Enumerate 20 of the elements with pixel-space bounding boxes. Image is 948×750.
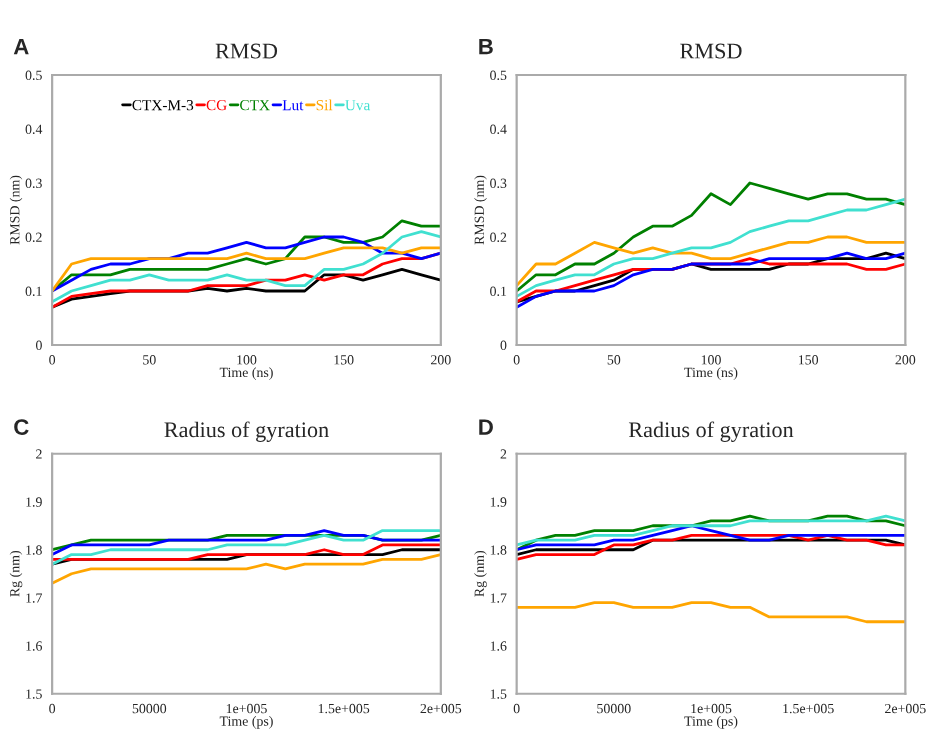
line-series [516,524,906,552]
chart-title: Radius of gyration [628,421,794,442]
line-series [516,197,906,298]
line-series [516,533,906,561]
chart-title: Radius of gyration [164,421,329,442]
line-series [516,235,906,287]
chart-title: RMSD [680,43,742,59]
line-series [52,230,441,304]
text: B [479,38,493,55]
chart-title: RMSD [215,43,278,59]
line-series [52,235,441,293]
line-series [52,543,441,561]
text: C [14,419,29,435]
line-series [52,553,441,585]
line-series [516,181,906,293]
line-series [516,601,906,624]
line-series [52,529,441,566]
text: A [13,38,29,55]
text: D [479,419,493,435]
line-series [52,246,441,293]
